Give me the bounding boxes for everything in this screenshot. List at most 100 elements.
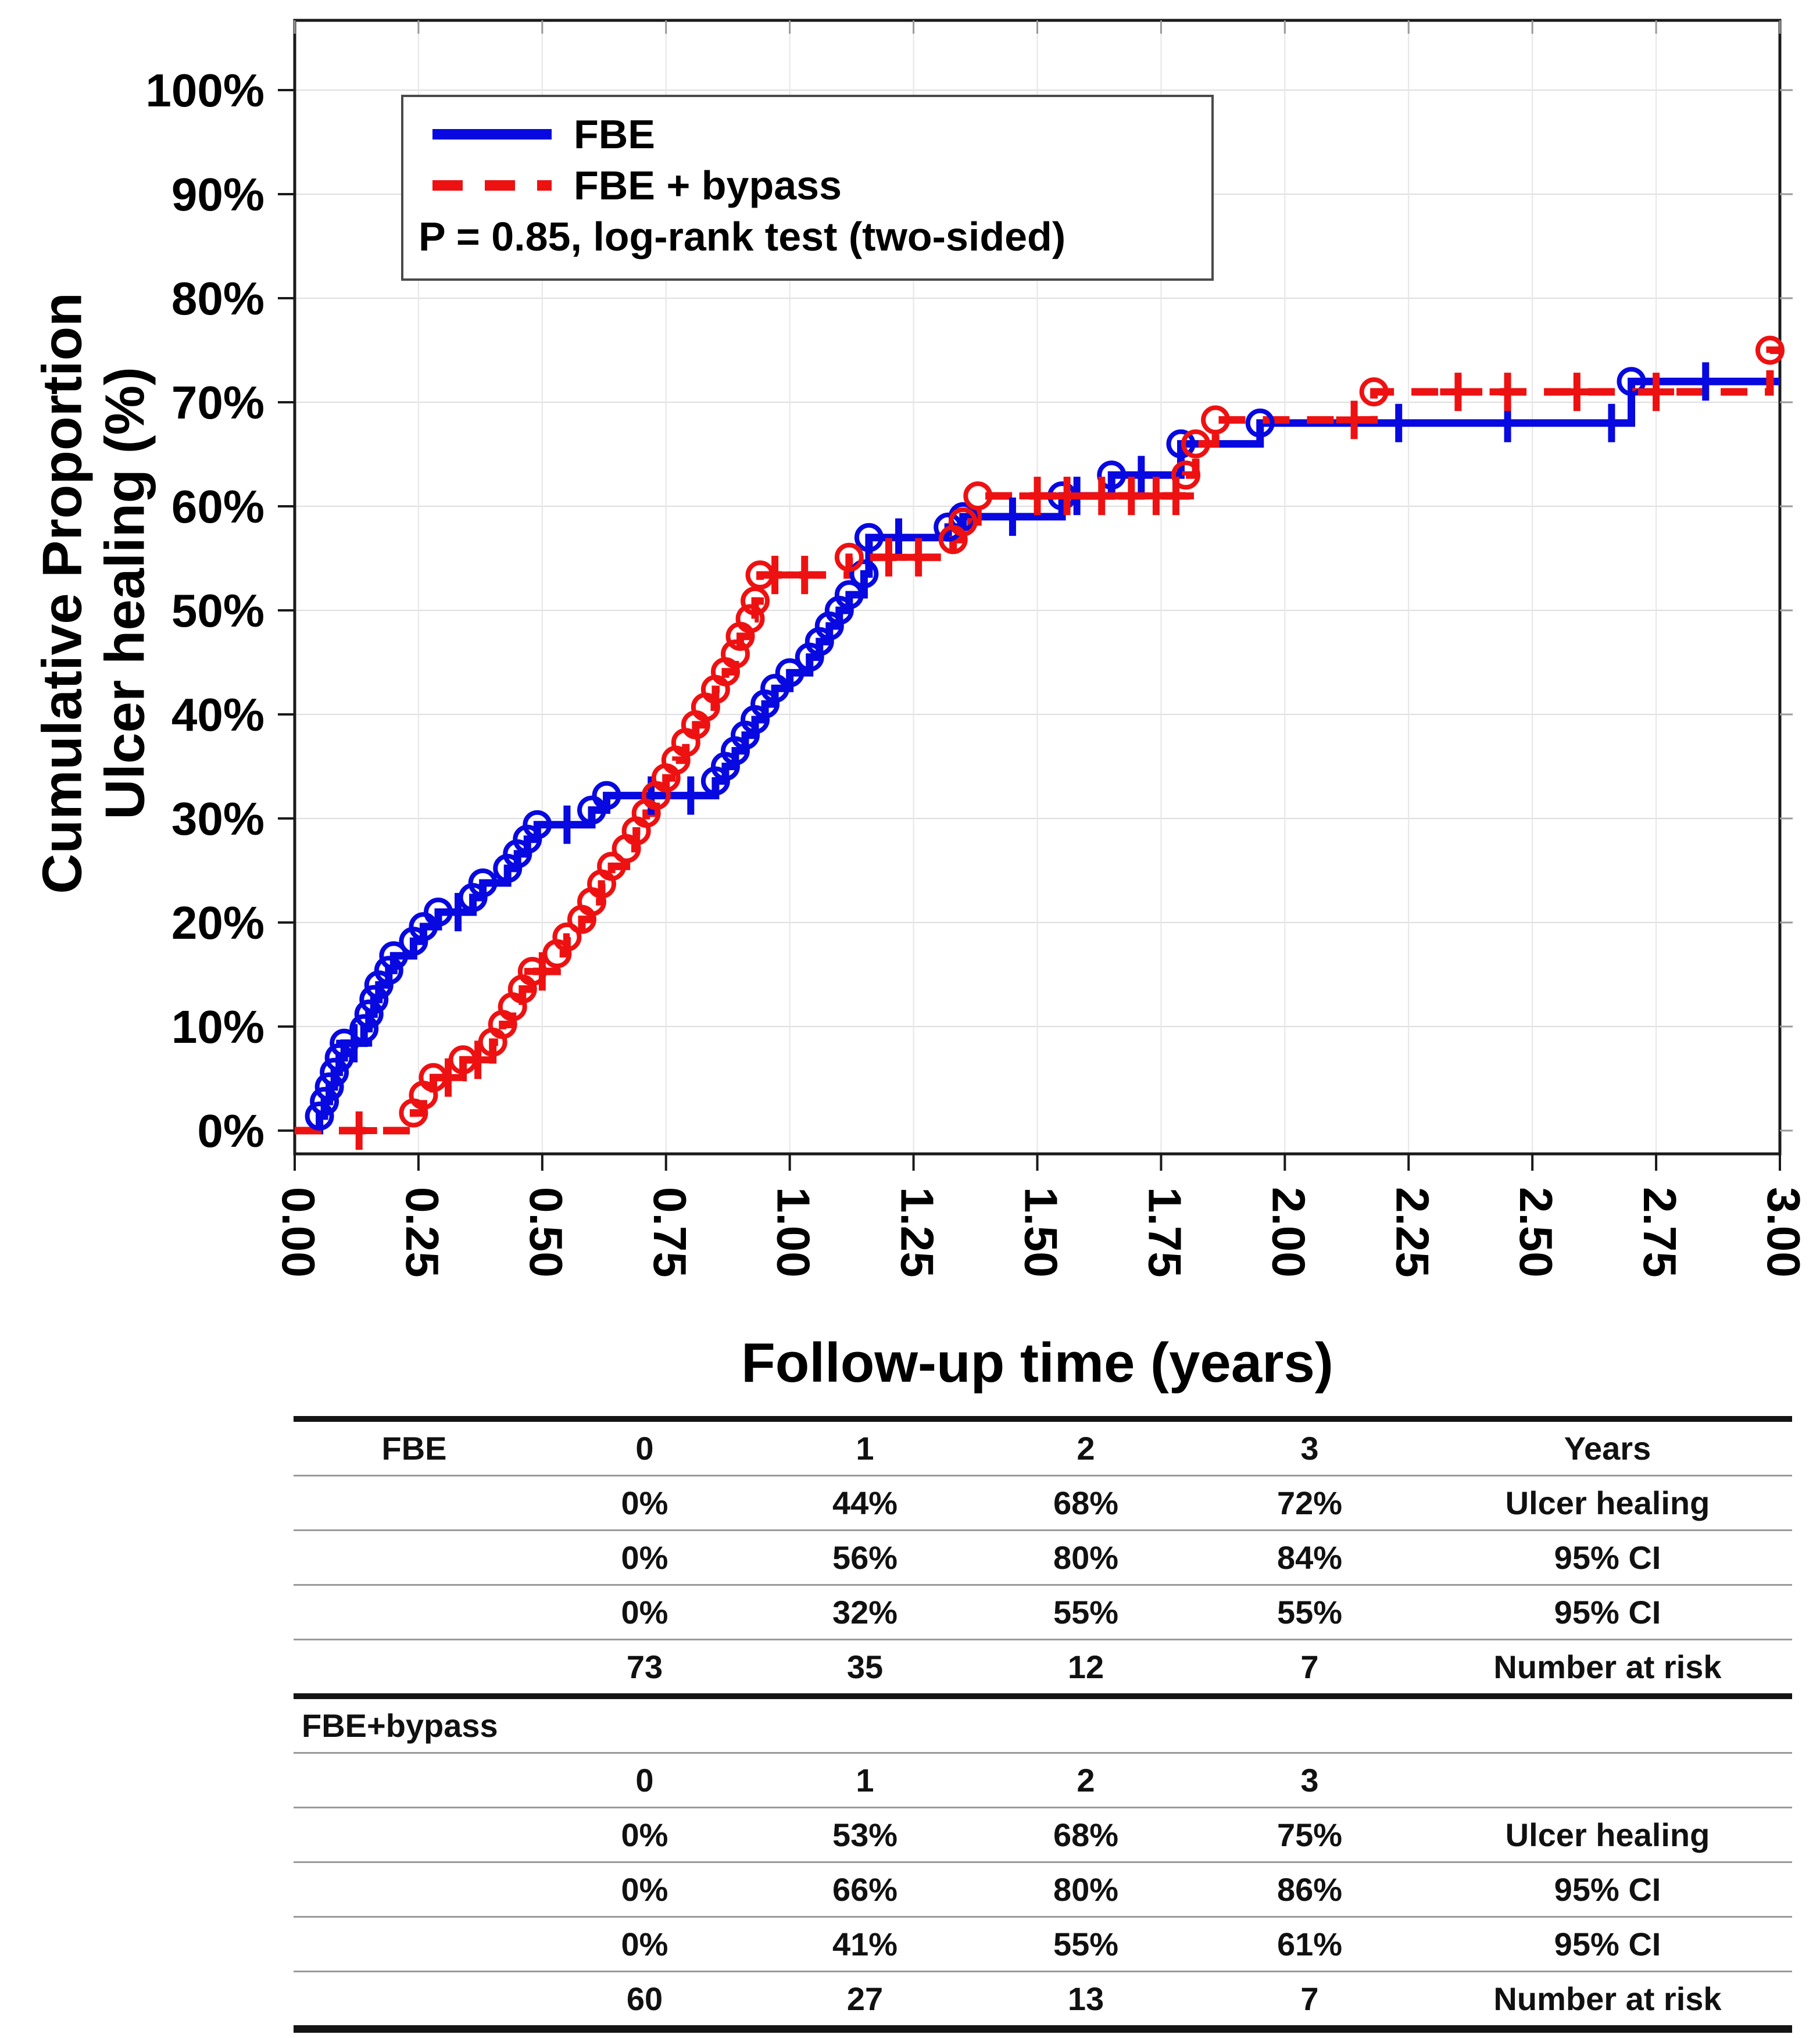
value-cell: 55% <box>975 1584 1196 1640</box>
x-tick-label: 3.00 <box>1758 1187 1810 1278</box>
fbe-event-marker <box>305 1101 334 1131</box>
fbe-event-marker <box>1166 429 1196 459</box>
row-label-cell <box>1423 1693 1792 1753</box>
fbe-event-marker <box>468 868 498 898</box>
bypass-event-marker <box>735 604 765 634</box>
bypass-event-marker <box>963 481 993 511</box>
value-cell: 55% <box>1196 1584 1423 1640</box>
value-cell: 0 <box>535 1752 755 1808</box>
row-header-cell: FBE+bypass <box>294 1693 535 1753</box>
x-tick-label: 0.75 <box>644 1187 696 1278</box>
table-row: 0% 53% 68% 75% Ulcer healing <box>294 1807 1792 1862</box>
x-tick-label: 0.00 <box>273 1187 324 1278</box>
row-label-cell: Years <box>1564 1430 1651 1467</box>
value-cell: 0% <box>535 1861 755 1917</box>
table-row: 0% 56% 80% 84% 95% CI <box>294 1529 1792 1585</box>
fbe-event-marker <box>354 999 384 1029</box>
x-tick-label: 1.25 <box>892 1187 943 1278</box>
value-cell: 0% <box>535 1584 755 1640</box>
legend-label-fbe: FBE <box>574 112 655 157</box>
y-axis-title-line2: Ulcer healing (%) <box>94 367 156 820</box>
row-header-cell <box>294 1861 535 1917</box>
y-tick-label: 10% <box>171 1001 264 1053</box>
value-cell: 60 <box>535 1971 755 2029</box>
fbe-event-marker <box>592 781 621 810</box>
row-header-cell <box>294 1639 535 1696</box>
km-chart: 0% 10% 20% 30% 40% 50% 60% 70% 80% 90% 100% 0.00 0.2… <box>31 19 1810 1394</box>
row-header-cell: FBE <box>381 1430 447 1467</box>
summary-table-wrap: FBE 0 1 2 3 Years 0% 44% 68% 72% Ulcer healing 0% 56… <box>294 1416 1792 2033</box>
value-cell: 56% <box>755 1529 975 1585</box>
x-tick-label: 2.50 <box>1510 1187 1562 1278</box>
x-tick-label: 2.75 <box>1634 1187 1686 1278</box>
table-row: 0% 32% 55% 55% 95% CI <box>294 1584 1792 1640</box>
fbe-event-marker <box>1245 408 1275 438</box>
value-cell: 7 <box>1196 1971 1423 2029</box>
legend-item-fbe: FBE <box>419 109 1206 160</box>
y-tick-label: 0% <box>197 1105 264 1157</box>
fbe-event-marker <box>314 1072 344 1102</box>
x-tick-label: 1.50 <box>1016 1187 1067 1278</box>
value-cell: 13 <box>975 1971 1196 2029</box>
value-cell: 0 <box>635 1430 654 1467</box>
y-tick-label: 90% <box>171 169 264 220</box>
bypass-event-marker <box>1201 405 1231 435</box>
x-tick-label: 0.25 <box>396 1187 448 1278</box>
row-label-cell: 95% CI <box>1423 1861 1792 1917</box>
value-cell: 1 <box>755 1752 975 1808</box>
bypass-event-marker <box>720 639 750 669</box>
fbe-event-marker <box>310 1086 339 1116</box>
value-cell: 53% <box>755 1807 975 1862</box>
fbe-event-marker <box>359 985 389 1014</box>
value-cell: 2 <box>975 1752 1196 1808</box>
value-cell: 35 <box>755 1639 975 1696</box>
bypass-event-marker <box>1181 429 1211 459</box>
bypass-event-marker <box>741 586 770 616</box>
value-cell: 75% <box>1196 1807 1423 1862</box>
value-cell: 0% <box>535 1529 755 1585</box>
value-cell: 80% <box>975 1861 1196 1917</box>
fbe-event-marker <box>374 956 403 985</box>
value-cell <box>975 1693 1196 1753</box>
y-tick-label: 80% <box>171 273 264 324</box>
y-tick-label: 30% <box>171 793 264 845</box>
legend-line-fbe-solid <box>432 129 552 140</box>
value-cell: 3 <box>1300 1430 1319 1467</box>
value-cell: 44% <box>755 1475 975 1531</box>
legend-label-bypass: FBE + bypass <box>574 163 842 208</box>
value-cell: 68% <box>975 1807 1196 1862</box>
value-cell: 55% <box>975 1916 1196 1972</box>
value-cell: 32% <box>755 1584 975 1640</box>
bypass-event-marker <box>834 542 864 572</box>
fbe-event-marker <box>849 559 879 589</box>
bypass-event-marker <box>948 507 978 537</box>
row-header-cell <box>294 1752 535 1808</box>
table-row: 0% 44% 68% 72% Ulcer healing <box>294 1475 1792 1531</box>
bypass-event-marker <box>597 852 627 881</box>
x-tick-label: 1.00 <box>768 1187 820 1278</box>
row-label-cell: 95% CI <box>1423 1584 1792 1640</box>
fbe-event-marker <box>409 912 438 942</box>
row-header-cell <box>294 1584 535 1640</box>
value-cell: 80% <box>975 1529 1196 1585</box>
fbe-event-marker <box>379 941 409 971</box>
value-cell: 61% <box>1196 1916 1423 1972</box>
fbe-event-marker <box>834 580 864 610</box>
x-tick-label: 2.25 <box>1386 1187 1438 1278</box>
table-row: 60 27 13 7 Number at risk <box>294 1971 1792 2029</box>
value-cell: 1 <box>856 1430 874 1467</box>
value-cell: 2 <box>1077 1430 1095 1467</box>
row-label-cell: Number at risk <box>1423 1971 1792 2029</box>
bypass-event-marker <box>1171 460 1201 490</box>
row-header-cell <box>294 1529 535 1585</box>
table-row: 0% 66% 80% 86% 95% CI <box>294 1861 1792 1917</box>
y-axis-title-line1: Cumulative Proportion <box>31 292 94 894</box>
table-row: FBE 0 1 2 3 Years <box>294 1419 1792 1476</box>
x-tick-label: 1.75 <box>1139 1187 1190 1278</box>
km-plot-canvas: 0% 10% 20% 30% 40% 50% 60% 70% 80% 90% 100% 0.00 0.2… <box>145 19 1810 1278</box>
fbe-event-marker <box>577 795 607 825</box>
value-cell <box>755 1693 975 1753</box>
table-row: 73 35 12 7 Number at risk <box>294 1639 1792 1696</box>
